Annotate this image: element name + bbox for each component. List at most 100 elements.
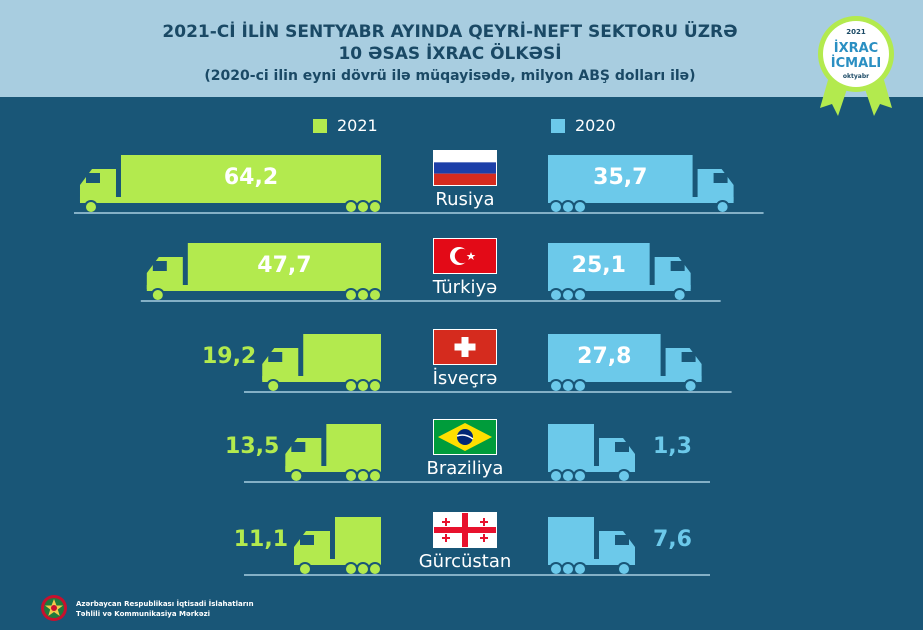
truck-2020-3-chassis [548,466,635,472]
brazil-flag [433,419,497,455]
footer-line-1: Azərbaycan Respublikası İqtisadi İslahat… [76,600,254,608]
truck-2021-1-value-label: 47,7 [257,253,311,278]
truck-2020-4-wheel-hub [551,564,561,574]
truck-2021-2: 19,2 [202,334,382,393]
truck-2020-2-wheel-hub [685,381,696,391]
truck-2021-3-value-label: 13,5 [225,434,279,459]
truck-2021-0-value-label: 64,2 [224,165,278,190]
badge-face [823,21,889,87]
truck-2020-4-value-label: 7,6 [653,527,692,552]
georgia-flag [433,512,497,548]
truck-2021-2-wheel-hub [346,381,356,391]
truck-2021-1-bar [187,243,381,285]
truck-2021-0-wheel-hub [370,202,380,212]
truck-2021-1-wheel-hub [358,290,368,300]
truck-2020-0-chassis [548,197,734,203]
truck-2020-0-wheel-hub [563,202,573,212]
legend-label-2021: 2021 [337,116,378,135]
truck-2021-1-wheel-hub [346,290,356,300]
truck-2021-3: 13,5 [225,424,382,483]
truck-2021-0-window [85,173,100,183]
truck-2020-1: 25,1 [548,243,691,302]
badge-line-1: İXRAC [834,40,878,56]
truck-2020-1-window [670,261,685,271]
truck-2021-4-window [300,535,314,545]
truck-2021-2-bar [303,334,381,376]
truck-2021-2-wheel-hub [268,381,279,391]
truck-2021-0-bar [120,155,382,197]
truck-2020-4-wheel-hub [619,564,629,574]
truck-2021-4-chassis [294,559,381,565]
truck-2020-4-window [615,535,629,545]
truck-2020-3-bar [548,424,594,466]
truck-2021-4-wheel-hub [358,564,368,574]
truck-2020-1-value-label: 25,1 [572,253,626,278]
truck-2020-2-wheel-hub [563,381,573,391]
country-label: Gürcüstan [419,551,512,572]
legend-swatch-2020 [551,119,565,133]
truck-2021-4-wheel-hub [370,564,380,574]
truck-2020-2-wheel-hub [575,381,585,391]
truck-2021-4: 11,1 [234,517,382,576]
truck-2021-1-wheel-hub [370,290,380,300]
truck-2021-2-window [268,352,283,362]
truck-2020-4-chassis [548,559,635,565]
truck-2020-3-wheel-hub [619,471,629,481]
truck-2020-3-wheel-hub [551,471,561,481]
switzerland-flag [433,329,497,365]
truck-2020-1-chassis [548,285,691,291]
truck-2020-0-window [713,173,728,183]
truck-2021-3-window [291,442,306,452]
truck-2020-0-wheel-hub [717,202,728,212]
truck-2021-4-value-label: 11,1 [234,527,288,552]
truck-2021-0-chassis [79,197,382,203]
government-emblem-icon [41,595,67,621]
legend-label-2020: 2020 [575,116,616,135]
truck-2020-0-value-label: 35,7 [593,165,647,190]
truck-2020-1-bar [548,243,650,285]
country-label: Braziliya [427,458,504,479]
badge-ribbon-left [820,80,848,116]
truck-2020-3: 1,3 [548,424,692,483]
truck-2020-4: 7,6 [548,517,692,576]
truck-2021-1-chassis [146,285,381,291]
truck-2020-0: 35,7 [548,155,734,214]
truck-2020-2: 27,8 [548,334,702,393]
truck-2020-1-wheel-hub [551,290,561,300]
badge-month: oktyabr [843,73,869,80]
turkey-flag [433,238,497,274]
truck-2020-1-wheel-hub [575,290,585,300]
country-label: Rusiya [435,189,494,210]
truck-2021-3-wheel-hub [291,471,302,481]
truck-2020-4-wheel-hub [575,564,585,574]
legend-swatch-2021 [313,119,327,133]
truck-2021-2-chassis [262,376,381,382]
truck-2020-0-bar [548,155,693,197]
badge-ribbon-right [864,80,892,116]
truck-2020-2-bar [548,334,661,376]
truck-2021-3-chassis [285,466,381,472]
truck-2020-2-chassis [548,376,702,382]
truck-2021-0-wheel-hub [346,202,356,212]
truck-2021-0-wheel-hub [358,202,368,212]
truck-2021-1: 47,7 [146,243,382,302]
ixrac-icmali-badge: 2021 İXRAC İCMALI oktyabr [818,16,894,116]
chart-title-line-2: 10 ƏSAS İXRAC ÖLKƏSİ [338,44,562,64]
truck-2020-0-wheel-hub [575,202,585,212]
header-band: 2021-Cİ İLİN SENTYABR AYINDA QEYRİ-NEFT … [0,0,923,97]
truck-2020-2-value-label: 27,8 [577,344,631,369]
badge-line-2: İCMALI [831,55,882,71]
truck-2021-0-wheel-hub [85,202,96,212]
russia-flag [433,150,497,186]
truck-2021-2-value-label: 19,2 [202,344,256,369]
truck-2020-0-wheel-hub [551,202,561,212]
footer-organization: Azərbaycan Respublikası İqtisadi İslahat… [76,599,254,619]
truck-2020-2-window [681,352,696,362]
truck-2021-4-bar [335,517,381,559]
chart-title-line-1: 2021-Cİ İLİN SENTYABR AYINDA QEYRİ-NEFT … [162,22,738,42]
country-label: Türkiyə [432,277,498,298]
truck-2020-3-window [615,442,629,452]
truck-2021-2-wheel-hub [358,381,368,391]
